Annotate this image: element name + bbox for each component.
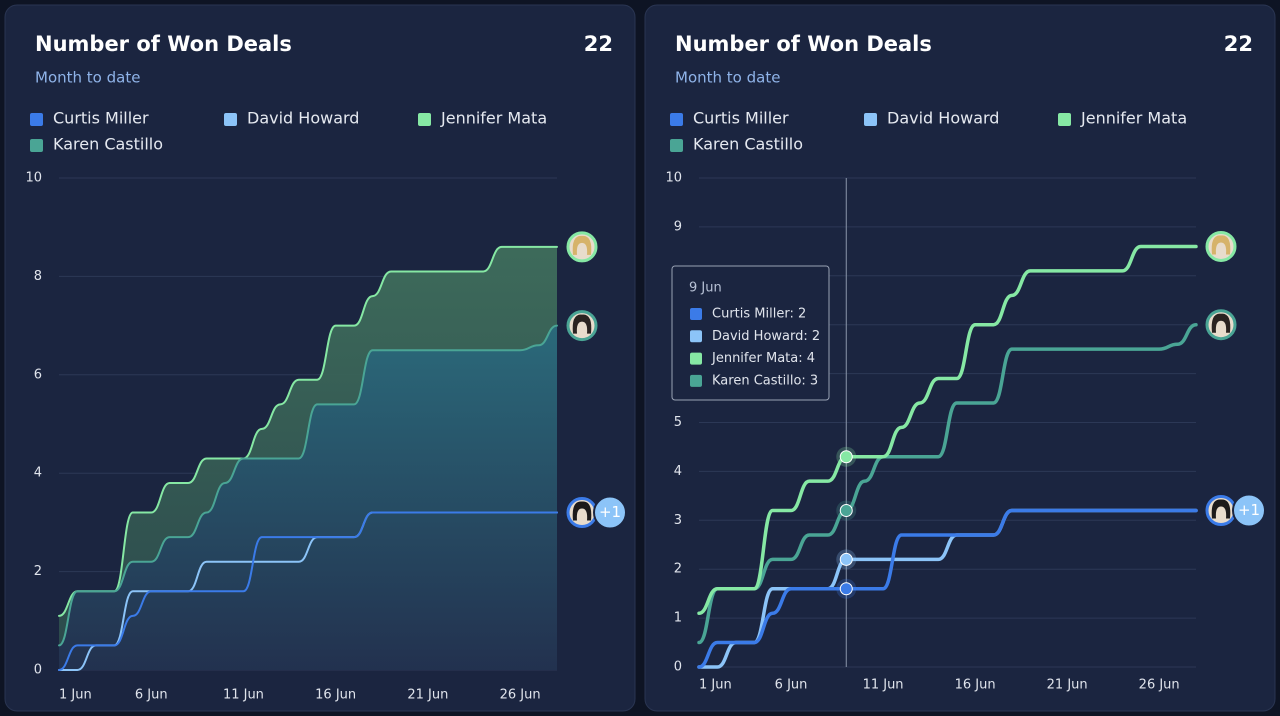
line	[697, 508, 1198, 669]
x-tick-label: 6 Jun	[775, 678, 808, 693]
point	[839, 582, 853, 596]
chart-title: Number of Won Deals	[675, 32, 932, 56]
x-tick-label: 26 Jun	[1139, 678, 1180, 693]
tooltip-item: Jennifer Mata: 4	[711, 351, 815, 366]
chart-title: Number of Won Deals	[35, 32, 292, 56]
subtitle: Month to date	[35, 69, 140, 87]
legend-label: Jennifer Mata	[440, 109, 547, 128]
legend-swatch	[224, 113, 237, 126]
avatar-hair	[1211, 235, 1231, 255]
point	[839, 450, 853, 464]
legend-label: Karen Castillo	[693, 135, 803, 154]
y-tick-label: 4	[34, 466, 42, 481]
line	[58, 511, 558, 671]
tooltip-swatch	[690, 352, 702, 365]
avatar-hair	[1211, 499, 1231, 519]
y-tick-label: 2	[34, 564, 42, 579]
tooltip-swatch	[690, 308, 702, 320]
x-tick-label: 16 Jun	[955, 678, 996, 693]
badge-label: +1	[1238, 501, 1260, 519]
legend-label: Jennifer Mata	[1080, 109, 1187, 128]
x-tick-label: 21 Jun	[407, 688, 448, 703]
avatar-hair	[1211, 313, 1231, 333]
avatar-hair	[572, 314, 592, 334]
x-tick-label: 1 Jun	[699, 678, 732, 693]
tooltip-item: Karen Castillo: 3	[712, 373, 818, 388]
legend-swatch	[30, 139, 43, 152]
tooltip	[671, 265, 830, 401]
total: 22	[1224, 32, 1253, 56]
avatar-hair	[572, 235, 592, 255]
x-tick-label: 11 Jun	[223, 688, 264, 703]
legend-swatch	[670, 139, 683, 152]
tooltip-swatch	[690, 330, 702, 343]
y-tick-label: 6	[34, 367, 42, 382]
x-tick-label: 16 Jun	[315, 688, 356, 703]
y-tick-label: 3	[674, 513, 682, 528]
tooltip-title: 9 Jun	[689, 281, 722, 296]
point	[839, 504, 853, 518]
y-tick-label: 1	[674, 611, 682, 626]
line	[58, 324, 558, 647]
x-tick-label: 11 Jun	[863, 678, 904, 693]
legend-swatch	[864, 113, 877, 126]
total: 22	[584, 32, 613, 56]
tooltip-item: David Howard: 2	[712, 329, 820, 344]
y-tick-label: 10	[25, 171, 42, 186]
y-tick-label: 8	[34, 269, 42, 284]
tooltip-swatch	[690, 374, 702, 387]
y-tick-label: 2	[674, 562, 682, 577]
point	[839, 552, 853, 566]
line	[58, 245, 558, 617]
y-tick-label: 10	[665, 171, 682, 186]
legend-label: David Howard	[247, 109, 359, 128]
x-tick-label: 21 Jun	[1047, 678, 1088, 693]
x-tick-label: 1 Jun	[59, 688, 92, 703]
badge-label: +1	[599, 503, 621, 521]
panel	[644, 4, 1276, 712]
legend-label: Curtis Miller	[693, 109, 789, 128]
y-tick-label: 0	[34, 663, 42, 678]
legend-label: Karen Castillo	[53, 135, 163, 154]
line	[697, 322, 1198, 645]
legend-label: Curtis Miller	[53, 109, 149, 128]
badge	[1232, 493, 1266, 528]
y-tick-label: 5	[674, 415, 682, 430]
legend-swatch	[1058, 113, 1071, 126]
legend-swatch	[418, 113, 431, 126]
legend-swatch	[30, 113, 43, 126]
legend-label: David Howard	[887, 109, 999, 128]
legend-swatch	[670, 113, 683, 126]
x-tick-label: 6 Jun	[135, 688, 168, 703]
tooltip-item: Curtis Miller: 2	[712, 307, 806, 322]
badge	[593, 495, 627, 530]
y-tick-label: 9	[674, 219, 682, 234]
y-tick-label: 4	[674, 464, 682, 479]
area	[59, 325, 557, 670]
line	[697, 244, 1198, 615]
y-tick-label: 0	[674, 660, 682, 675]
subtitle: Month to date	[675, 69, 780, 87]
x-tick-label: 26 Jun	[500, 688, 541, 703]
avatar-hair	[572, 501, 592, 521]
